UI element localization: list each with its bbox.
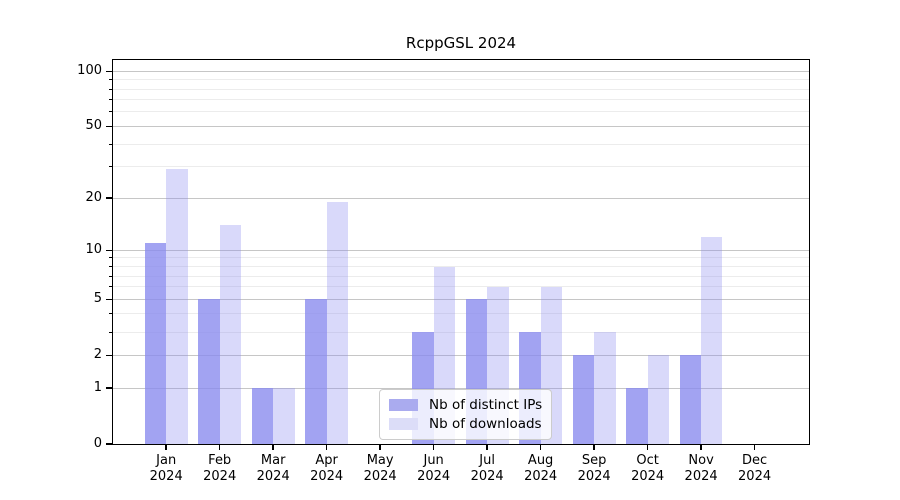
legend-item-nb-of-distinct-ips: Nb of distinct IPs bbox=[389, 395, 542, 414]
bar-nb-of-downloads-feb bbox=[219, 225, 242, 444]
legend: Nb of distinct IPs Nb of downloads bbox=[379, 389, 553, 440]
minor-gridline bbox=[113, 313, 809, 315]
minor-gridline bbox=[113, 143, 809, 145]
x-tick-mark bbox=[325, 444, 328, 450]
y-minor-tick-mark bbox=[109, 99, 113, 101]
y-minor-tick-mark bbox=[109, 79, 113, 81]
major-gridline bbox=[113, 298, 809, 300]
minor-gridline bbox=[113, 257, 809, 259]
bar-nb-of-downloads-nov bbox=[701, 236, 723, 444]
x-tick-label-jan: Jan 2024 bbox=[149, 453, 183, 484]
y-tick-label: 5 bbox=[93, 291, 102, 307]
y-tick-label: 0 bbox=[93, 436, 102, 451]
x-tick-label-nov: Nov 2024 bbox=[684, 453, 718, 484]
x-tick-mark bbox=[753, 444, 756, 450]
x-tick-mark bbox=[379, 444, 381, 450]
minor-gridline bbox=[113, 99, 809, 101]
legend-item-nb-of-downloads: Nb of downloads bbox=[389, 414, 542, 433]
x-tick-label-aug: Aug 2024 bbox=[524, 453, 558, 484]
chart-title: RcppGSL 2024 bbox=[405, 34, 517, 52]
x-tick-label-dec: Dec 2024 bbox=[738, 453, 772, 484]
bar-nb-of-distinct-ips-mar bbox=[251, 388, 274, 444]
major-gridline bbox=[113, 197, 809, 199]
minor-gridline bbox=[113, 111, 809, 113]
minor-gridline bbox=[113, 79, 809, 81]
y-minor-tick-mark bbox=[109, 143, 113, 145]
x-tick-mark bbox=[539, 444, 542, 450]
x-tick-mark bbox=[486, 444, 488, 450]
y-tick-label: 50 bbox=[85, 118, 102, 134]
minor-gridline bbox=[113, 286, 809, 288]
x-tick-label-may: May 2024 bbox=[363, 453, 397, 484]
minor-gridline bbox=[113, 331, 809, 333]
y-minor-tick-mark bbox=[109, 331, 113, 333]
major-gridline bbox=[113, 70, 809, 72]
y-tick-mark bbox=[106, 249, 113, 251]
y-tick-label: 1 bbox=[93, 380, 102, 395]
x-tick-mark bbox=[218, 444, 221, 450]
minor-gridline bbox=[113, 88, 809, 90]
bar-nb-of-distinct-ips-sep bbox=[572, 355, 595, 444]
y-minor-tick-mark bbox=[109, 88, 113, 90]
y-tick-mark bbox=[106, 387, 113, 389]
y-tick-label: 10 bbox=[85, 242, 102, 258]
y-tick-label: 100 bbox=[77, 63, 102, 79]
x-tick-label-jul: Jul 2024 bbox=[470, 453, 504, 484]
major-gridline bbox=[113, 387, 809, 389]
x-tick-label-oct: Oct 2024 bbox=[631, 453, 665, 484]
y-tick-mark bbox=[106, 197, 113, 199]
minor-gridline bbox=[113, 275, 809, 277]
x-tick-mark bbox=[593, 444, 595, 450]
y-tick-mark bbox=[106, 125, 113, 128]
y-minor-tick-mark bbox=[109, 257, 113, 259]
legend-item-label: Nb of downloads bbox=[429, 415, 542, 432]
x-tick-label-sep: Sep 2024 bbox=[577, 453, 611, 484]
y-tick-label: 2 bbox=[93, 347, 102, 363]
y-minor-tick-mark bbox=[109, 111, 113, 113]
x-tick-mark bbox=[700, 444, 702, 450]
x-tick-label-mar: Mar 2024 bbox=[256, 453, 290, 484]
x-tick-label-feb: Feb 2024 bbox=[203, 453, 237, 484]
legend-swatch-icon bbox=[389, 398, 418, 411]
y-tick-mark bbox=[106, 443, 113, 445]
bar-nb-of-downloads-mar bbox=[273, 388, 295, 444]
bar-nb-of-distinct-ips-jan bbox=[144, 243, 167, 444]
legend-swatch-icon bbox=[389, 417, 418, 430]
y-minor-tick-mark bbox=[109, 266, 113, 267]
y-minor-tick-mark bbox=[109, 286, 113, 288]
major-gridline bbox=[113, 125, 809, 127]
x-tick-label-jun: Jun 2024 bbox=[417, 453, 451, 484]
bar-nb-of-distinct-ips-feb bbox=[198, 299, 220, 444]
bar-nb-of-distinct-ips-oct bbox=[626, 388, 648, 444]
y-minor-tick-mark bbox=[109, 313, 113, 315]
x-tick-mark bbox=[272, 444, 274, 450]
y-minor-tick-mark bbox=[109, 275, 113, 277]
bar-nb-of-downloads-apr bbox=[326, 202, 349, 444]
bar-nb-of-distinct-ips-nov bbox=[679, 355, 702, 444]
bar-nb-of-downloads-sep bbox=[594, 332, 616, 444]
y-minor-tick-mark bbox=[109, 166, 113, 168]
bar-nb-of-downloads-jan bbox=[166, 169, 188, 444]
major-gridline bbox=[113, 249, 809, 251]
x-tick-mark bbox=[432, 444, 435, 450]
y-tick-mark bbox=[106, 70, 113, 72]
major-gridline bbox=[113, 354, 809, 356]
minor-gridline bbox=[113, 166, 809, 168]
x-tick-mark bbox=[646, 444, 649, 450]
y-tick-mark bbox=[106, 298, 113, 300]
y-tick-mark bbox=[106, 354, 113, 356]
bar-nb-of-distinct-ips-apr bbox=[305, 299, 327, 444]
minor-gridline bbox=[113, 266, 809, 267]
x-tick-mark bbox=[165, 444, 167, 450]
plot-area bbox=[112, 59, 810, 445]
y-tick-label: 20 bbox=[85, 190, 102, 206]
x-tick-label-apr: Apr 2024 bbox=[310, 453, 344, 484]
legend-item-label: Nb of distinct IPs bbox=[429, 396, 543, 413]
bar-nb-of-downloads-oct bbox=[647, 355, 669, 444]
